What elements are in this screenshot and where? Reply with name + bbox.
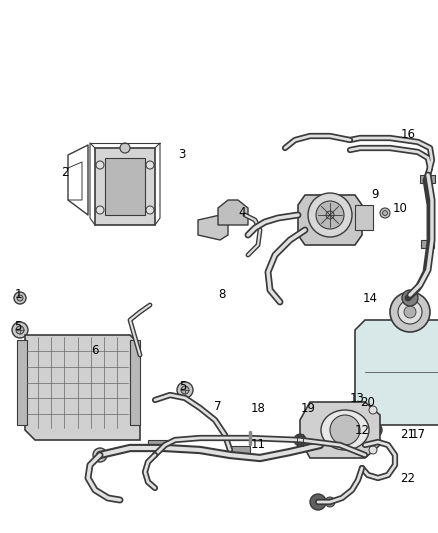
- Circle shape: [14, 292, 26, 304]
- Polygon shape: [148, 440, 168, 448]
- Text: 4: 4: [238, 206, 246, 220]
- Bar: [420, 175, 435, 183]
- Polygon shape: [218, 200, 248, 225]
- Circle shape: [294, 434, 306, 446]
- Bar: [421, 240, 434, 248]
- Circle shape: [310, 494, 326, 510]
- Circle shape: [308, 193, 352, 237]
- Circle shape: [17, 295, 23, 301]
- Circle shape: [177, 382, 193, 398]
- Circle shape: [398, 300, 422, 324]
- Text: 14: 14: [363, 292, 378, 304]
- Text: 16: 16: [400, 128, 416, 141]
- Text: 11: 11: [251, 439, 265, 451]
- Polygon shape: [230, 446, 250, 454]
- Polygon shape: [95, 148, 155, 225]
- Circle shape: [181, 386, 189, 394]
- Text: 10: 10: [392, 201, 407, 214]
- Circle shape: [12, 322, 28, 338]
- Bar: [130, 340, 140, 425]
- Circle shape: [316, 201, 344, 229]
- Bar: [17, 340, 27, 425]
- Circle shape: [325, 497, 335, 507]
- Circle shape: [96, 161, 104, 169]
- Circle shape: [93, 448, 107, 462]
- Text: 13: 13: [350, 392, 364, 405]
- Circle shape: [369, 406, 377, 414]
- Circle shape: [330, 415, 360, 445]
- Text: 19: 19: [300, 401, 315, 415]
- Circle shape: [146, 206, 154, 214]
- Circle shape: [146, 161, 154, 169]
- Circle shape: [380, 208, 390, 218]
- Circle shape: [390, 292, 430, 332]
- Text: 18: 18: [251, 401, 265, 415]
- Bar: [355, 205, 373, 230]
- Circle shape: [16, 326, 24, 334]
- Polygon shape: [300, 402, 380, 458]
- Text: 6: 6: [91, 343, 99, 357]
- Circle shape: [120, 143, 130, 153]
- Polygon shape: [25, 335, 140, 440]
- Circle shape: [404, 306, 416, 318]
- Text: 5: 5: [179, 379, 187, 392]
- Text: 2: 2: [61, 166, 69, 179]
- Text: 9: 9: [371, 189, 379, 201]
- Circle shape: [326, 211, 334, 219]
- Circle shape: [402, 290, 418, 306]
- Polygon shape: [298, 195, 362, 245]
- Circle shape: [368, 423, 382, 437]
- Text: 22: 22: [400, 472, 416, 484]
- Text: 12: 12: [354, 424, 370, 437]
- Text: 17: 17: [410, 429, 425, 441]
- Polygon shape: [198, 215, 228, 240]
- Circle shape: [369, 446, 377, 454]
- Text: 5: 5: [14, 319, 22, 333]
- Text: 21: 21: [400, 429, 416, 441]
- Circle shape: [96, 206, 104, 214]
- Polygon shape: [105, 158, 145, 215]
- Text: 8: 8: [218, 287, 226, 301]
- Text: 7: 7: [214, 400, 222, 414]
- Circle shape: [313, 438, 327, 452]
- Text: 3: 3: [178, 149, 186, 161]
- Text: 20: 20: [360, 395, 375, 408]
- Circle shape: [382, 211, 388, 215]
- Text: 1: 1: [14, 287, 22, 301]
- Ellipse shape: [321, 410, 369, 450]
- Polygon shape: [355, 320, 438, 425]
